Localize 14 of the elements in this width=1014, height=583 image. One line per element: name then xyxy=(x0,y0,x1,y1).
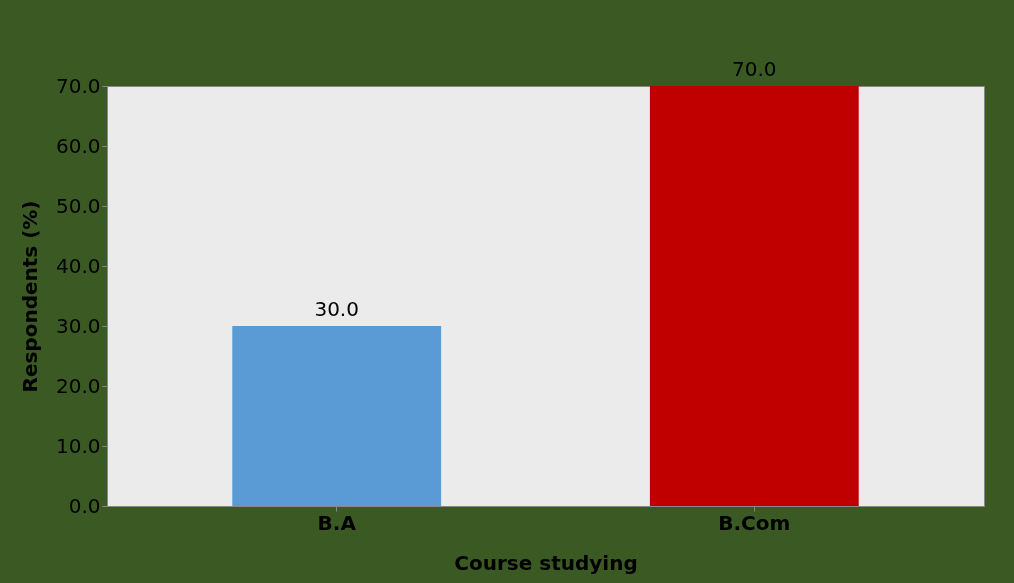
x-tick-label: B.A xyxy=(317,510,357,535)
data-label: 30.0 xyxy=(314,297,359,321)
x-axis-title: Course studying xyxy=(454,550,638,575)
y-tick-label: 0.0 xyxy=(68,493,101,518)
data-label: 70.0 xyxy=(732,57,777,81)
y-tick-label: 30.0 xyxy=(55,313,101,338)
y-tick-label: 70.0 xyxy=(55,73,101,98)
y-tick-label: 10.0 xyxy=(55,433,101,458)
y-tick-label: 50.0 xyxy=(55,193,101,218)
y-tick-label: 20.0 xyxy=(55,373,101,398)
y-tick-label: 40.0 xyxy=(55,253,101,278)
y-tick-label: 60.0 xyxy=(55,133,101,158)
y-axis-title: Respondents (%) xyxy=(17,200,42,393)
x-tick-label: B.Com xyxy=(718,510,791,535)
